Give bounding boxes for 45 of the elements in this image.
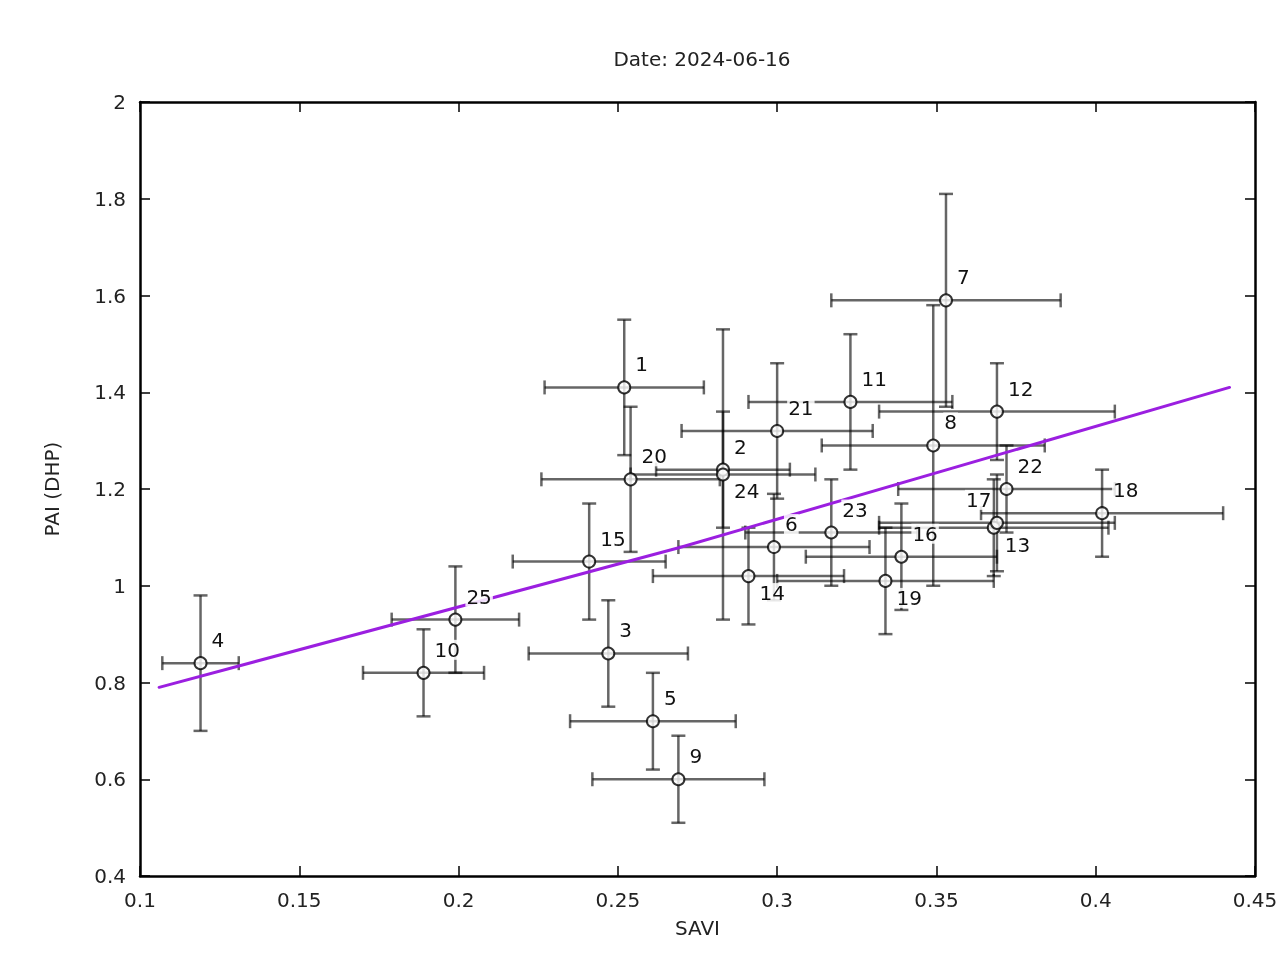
- annotation: 24: [733, 479, 760, 504]
- y-tick-label: 0.4: [94, 864, 126, 888]
- x-axis-title: SAVI: [674, 916, 721, 940]
- annotation: 9: [689, 744, 703, 769]
- y-tick-label: 1: [113, 573, 126, 598]
- x-tick-label: 0.2: [442, 888, 475, 912]
- x-tick-label: 0.25: [595, 888, 641, 912]
- annotation: 22: [1017, 454, 1043, 478]
- annotation: 4: [211, 628, 225, 653]
- y-tick-label: 0.8: [94, 670, 126, 695]
- annotation: 21: [788, 395, 814, 420]
- annotation: 8: [944, 410, 957, 435]
- annotation: 3: [619, 618, 633, 643]
- x-tick-label: 0.1: [124, 888, 156, 912]
- chart-title: Date: 2024-06-16: [613, 47, 791, 71]
- y-tick-label: 1.6: [94, 283, 126, 308]
- annotation: 10: [434, 637, 460, 662]
- annotation: 18: [1113, 478, 1139, 503]
- y-tick-label: 2: [113, 90, 126, 114]
- annotation: 12: [1007, 376, 1034, 401]
- y-tick-label: 1.4: [94, 380, 126, 405]
- annotation: 19: [896, 585, 922, 610]
- y-tick-label: 0.6: [94, 767, 126, 792]
- x-tick-label: 0.45: [1232, 888, 1278, 912]
- annotation: 6: [784, 512, 798, 537]
- annotation: 5: [663, 686, 677, 711]
- annotation: 17: [965, 487, 992, 512]
- annotation: 13: [1004, 532, 1031, 557]
- x-tick-label: 0.35: [914, 888, 959, 912]
- annotation: 11: [861, 366, 887, 391]
- x-tick-label: 0.15: [277, 888, 322, 912]
- annotation: 23: [842, 497, 868, 522]
- y-axis-title: PAI (DHP): [40, 441, 64, 537]
- annotation: 16: [912, 521, 938, 546]
- annotation: 1: [635, 352, 648, 377]
- annotation: 7: [956, 265, 970, 290]
- annotation: 15: [600, 526, 626, 551]
- x-tick-label: 0.3: [761, 888, 794, 912]
- annotation: 14: [759, 581, 785, 606]
- x-tick-label: 0.4: [1079, 888, 1112, 912]
- y-tick-label: 1.8: [94, 186, 126, 211]
- annotation: 2: [733, 434, 747, 459]
- annotation: 20: [641, 444, 668, 469]
- y-tick-label: 1.2: [94, 477, 126, 501]
- annotation: 25: [466, 584, 492, 609]
